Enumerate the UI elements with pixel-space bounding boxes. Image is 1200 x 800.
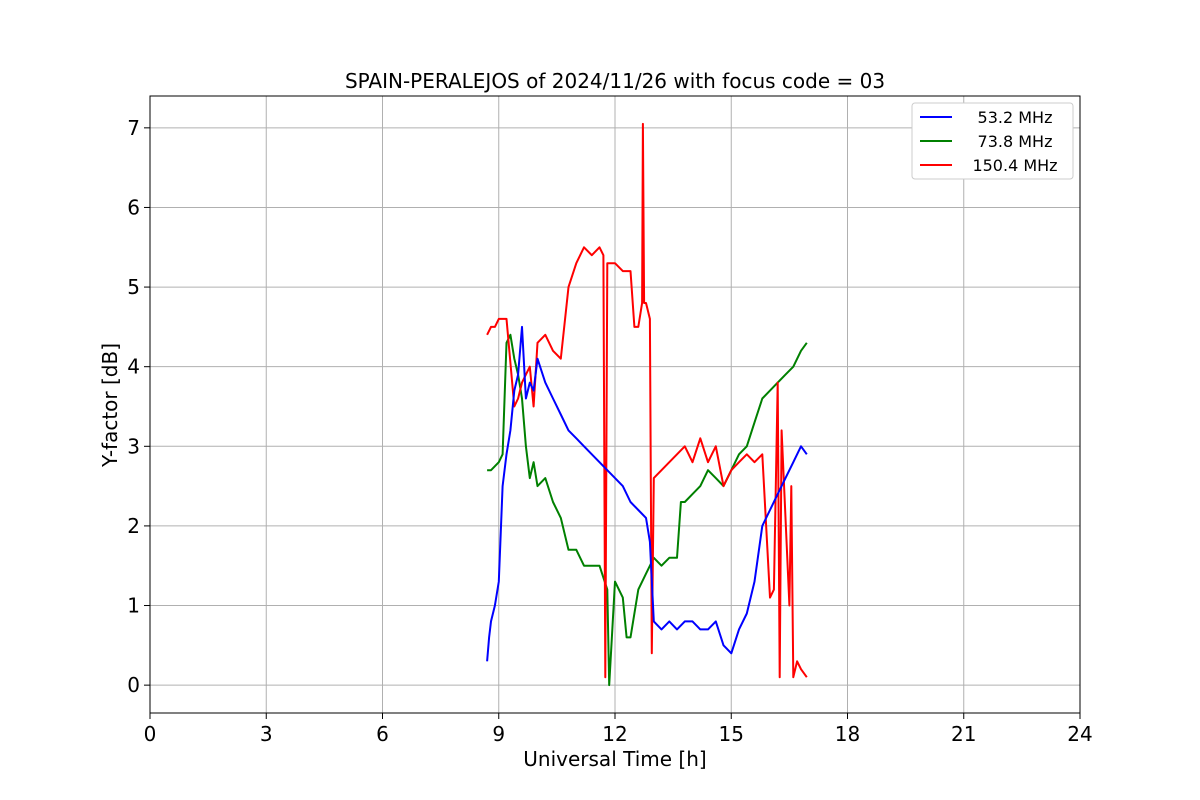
y-tick-label: 4 bbox=[127, 355, 140, 379]
series-line-2 bbox=[486, 122, 808, 679]
x-tick-label: 15 bbox=[719, 722, 744, 746]
chart-title: SPAIN-PERALEJOS of 2024/11/26 with focus… bbox=[345, 69, 885, 93]
legend-box bbox=[911, 102, 1074, 180]
y-ticks: 0 1 2 3 4 5 6 7 bbox=[127, 116, 150, 697]
x-tick-label: 0 bbox=[144, 722, 157, 746]
y-tick-label: 5 bbox=[127, 275, 140, 299]
legend: 53.2 MHz 73.8 MHz 150.4 MHz bbox=[911, 102, 1074, 180]
x-ticks: 0 3 6 9 12 15 18 21 24 bbox=[144, 713, 1093, 746]
y-tick-label: 1 bbox=[127, 594, 140, 618]
x-tick-label: 3 bbox=[260, 722, 273, 746]
y-axis-label: Y-factor [dB] bbox=[98, 343, 122, 468]
x-tick-label: 21 bbox=[951, 722, 976, 746]
y-tick-label: 3 bbox=[127, 434, 140, 458]
x-tick-label: 9 bbox=[492, 722, 505, 746]
legend-label: 150.4 MHz bbox=[972, 156, 1057, 175]
x-tick-label: 24 bbox=[1067, 722, 1092, 746]
y-tick-label: 7 bbox=[127, 116, 140, 140]
legend-label: 53.2 MHz bbox=[978, 108, 1053, 127]
y-tick-label: 0 bbox=[127, 673, 140, 697]
x-tick-label: 12 bbox=[602, 722, 627, 746]
x-tick-label: 6 bbox=[376, 722, 389, 746]
x-tick-label: 18 bbox=[835, 722, 860, 746]
series-layer bbox=[486, 122, 808, 687]
series-line-0 bbox=[486, 325, 808, 662]
x-axis-label: Universal Time [h] bbox=[523, 747, 706, 771]
y-tick-label: 2 bbox=[127, 514, 140, 538]
legend-label: 73.8 MHz bbox=[978, 132, 1053, 151]
y-tick-label: 6 bbox=[127, 195, 140, 219]
